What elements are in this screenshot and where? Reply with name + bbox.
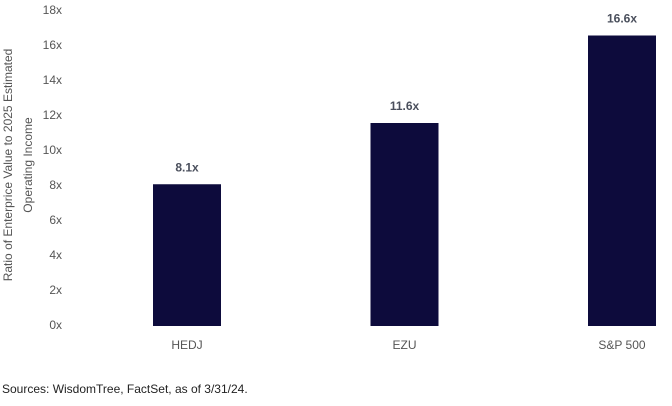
- source-note: Sources: WisdomTree, FactSet, as of 3/31…: [2, 382, 248, 396]
- x-tick-label: S&P 500: [598, 338, 645, 352]
- y-tick-label: 16x: [43, 38, 62, 52]
- value-label: 11.6x: [390, 99, 420, 113]
- x-tick-label: HEDJ: [171, 338, 202, 352]
- bar: [370, 123, 439, 326]
- y-tick-label: 14x: [43, 73, 62, 87]
- y-tick-label: 2x: [49, 283, 62, 297]
- y-axis-label: Ratio of Enterprice Value to 2025 Estima…: [1, 49, 15, 282]
- y-tick-label: 10x: [43, 143, 62, 157]
- y-tick-label: 18x: [43, 3, 62, 17]
- y-tick-label: 8x: [49, 178, 62, 192]
- y-tick-label: 6x: [49, 213, 62, 227]
- y-tick-label: 4x: [49, 248, 62, 262]
- y-tick-label: 12x: [43, 108, 62, 122]
- y-tick-label: 0x: [49, 318, 62, 332]
- value-label: 8.1x: [175, 160, 199, 174]
- bar: [153, 184, 221, 326]
- x-tick-label: EZU: [393, 338, 417, 352]
- value-label: 16.6x: [607, 12, 637, 26]
- bar: [588, 35, 656, 326]
- y-axis-label: Operating Income: [21, 117, 35, 213]
